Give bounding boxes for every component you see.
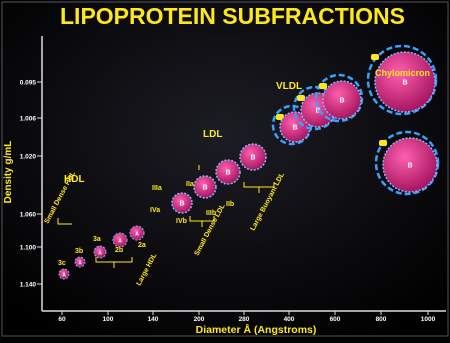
particle-label: A <box>135 232 139 238</box>
particle <box>74 256 86 268</box>
y-tick-label: 1.060 <box>20 212 37 219</box>
particle-label: B <box>225 170 230 177</box>
particle-label: B <box>315 108 320 115</box>
particle-halo <box>314 73 364 123</box>
particle <box>129 225 145 241</box>
y-tick-label: 1.020 <box>20 154 37 161</box>
brackets <box>57 182 275 268</box>
subclass-label: IVa <box>150 207 160 214</box>
title: LIPOPROTEIN SUBFRACTIONS <box>60 3 405 29</box>
x-tick-label: 1000 <box>421 316 436 323</box>
particle-label: B <box>339 98 344 105</box>
particle <box>112 232 128 248</box>
subclass-labels: 3c 3b 3a 2b 2a IIIa IVa IVb IIa I IIIb I… <box>58 165 234 267</box>
y-tick-label: 1.140 <box>20 282 37 289</box>
particle-label: B <box>407 163 412 170</box>
particle <box>382 137 438 193</box>
class-label: Chylomicron <box>375 68 430 78</box>
x-tick-label: 800 <box>376 316 387 323</box>
particle-label: A <box>78 261 82 267</box>
subclass-label: IIIa <box>152 185 162 192</box>
frame <box>1 1 449 337</box>
subclass-label: I <box>198 165 200 172</box>
subclass-label: 3b <box>75 248 83 255</box>
x-tick-label: 400 <box>284 316 295 323</box>
particle <box>58 268 70 280</box>
subclass-label: 2a <box>138 242 146 249</box>
apo-tag <box>276 114 284 120</box>
particle-label: B <box>292 125 297 132</box>
particle <box>193 175 217 199</box>
apo-tag <box>379 140 387 146</box>
particle-label: B <box>179 201 184 208</box>
apo-tag <box>297 95 305 101</box>
particle <box>322 80 362 120</box>
particle-label: B <box>402 80 407 87</box>
class-label: HDL <box>64 174 85 185</box>
particle <box>93 245 107 259</box>
y-tick-label: 1.100 <box>20 245 37 252</box>
particle-label: A <box>62 273 66 279</box>
particle-label: B <box>250 155 255 162</box>
x-tick-label: 100 <box>103 316 114 323</box>
particle <box>215 159 241 185</box>
particle <box>171 192 193 214</box>
particle <box>239 143 267 171</box>
particle-halo <box>374 130 440 196</box>
y-tick-label: 0.095 <box>20 80 37 87</box>
apo-tag <box>319 83 327 89</box>
subclass-label: 3c <box>58 260 66 267</box>
x-tick-label: 600 <box>330 316 341 323</box>
subclass-label: 3a <box>93 236 101 243</box>
x-tick-label: 60 <box>58 316 66 323</box>
particles: A A A A A B B B B B B B B B <box>58 44 440 280</box>
class-label: VLDL <box>276 81 302 92</box>
subclass-label: IVb <box>176 218 187 225</box>
x-tick-label: 200 <box>194 316 205 323</box>
particle <box>279 111 311 143</box>
particle-label: A <box>118 239 122 245</box>
subclass-label: 2b <box>115 247 123 254</box>
subclass-label: IIb <box>226 201 234 208</box>
x-tick-label: 280 <box>239 316 250 323</box>
y-axis-title: Density g/mL <box>3 141 14 204</box>
x-tick-label: 140 <box>148 316 159 323</box>
class-label: LDL <box>203 129 222 140</box>
subclass-label: IIa <box>186 181 194 188</box>
particle <box>374 51 436 113</box>
y-tick-label: 1.006 <box>20 116 37 123</box>
ticks: 0.095 1.006 1.020 1.060 1.100 1.140 60 100 140 20… <box>20 80 436 324</box>
particle-label: B <box>202 185 207 192</box>
x-axis-title: Diameter Å (Angstroms) <box>196 323 317 336</box>
particle-halo <box>366 44 438 116</box>
subclass-label: IIIb <box>206 210 216 217</box>
apo-tag <box>371 54 379 60</box>
particle-label: A <box>98 251 102 257</box>
